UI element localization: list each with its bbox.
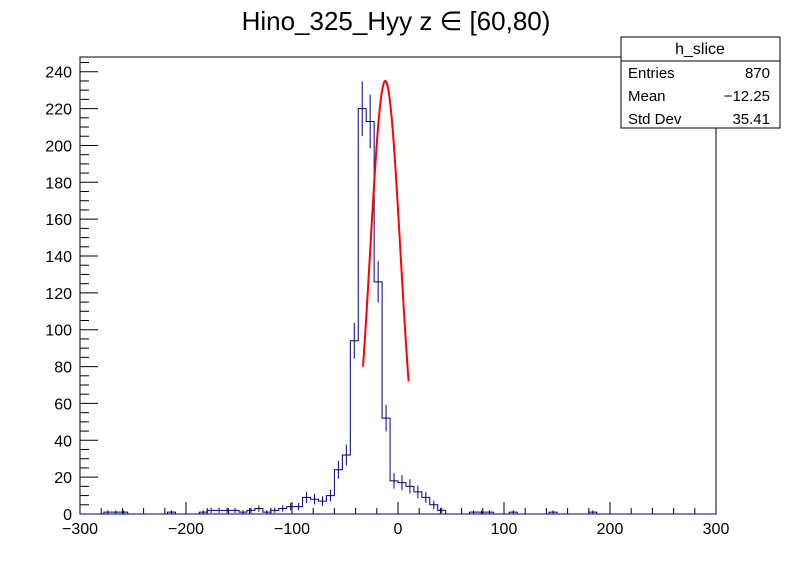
y-tick-label: 220 xyxy=(45,102,72,119)
y-tick-label: 140 xyxy=(45,249,72,266)
stats-mean-value: −12.25 xyxy=(724,88,770,105)
y-tick-label: 200 xyxy=(45,138,72,155)
y-tick-label: 100 xyxy=(45,323,72,340)
stats-box: h_slice Entries 870 Mean −12.25 Std Dev … xyxy=(620,36,781,129)
y-tick-label: 0 xyxy=(63,507,72,524)
y-tick-label: 160 xyxy=(45,212,72,229)
y-tick-label: 40 xyxy=(54,433,72,450)
gaussian-fit-series xyxy=(362,79,410,382)
x-tick-label: 100 xyxy=(491,521,518,538)
chart-title: Hino_325_Hyy z ∈ [60,80) xyxy=(242,6,551,36)
x-tick-label: −200 xyxy=(168,521,204,538)
y-tick-label: 20 xyxy=(54,470,72,487)
x-tick-label: −300 xyxy=(62,521,98,538)
stats-stddev-value: 35.41 xyxy=(732,111,770,128)
error-bars xyxy=(107,81,594,514)
x-tick-label: 300 xyxy=(703,521,730,538)
stats-box-frame xyxy=(620,36,781,129)
y-tick-label: 120 xyxy=(45,286,72,303)
y-tick-label: 60 xyxy=(54,396,72,413)
axis-tick-labels: −300 −200 −100 0 100 200 300 0 20 40 60 80 100 120 140… xyxy=(45,65,729,538)
histogram-series xyxy=(80,108,716,515)
stats-mean-label: Mean xyxy=(628,88,666,105)
stats-entries-label: Entries xyxy=(628,65,675,82)
axis-ticks xyxy=(79,62,717,515)
gaussian-fit-curve xyxy=(362,79,410,382)
stats-title: h_slice xyxy=(675,41,725,58)
y-tick-label: 180 xyxy=(45,175,72,192)
x-tick-label: 0 xyxy=(394,521,403,538)
y-tick-label: 80 xyxy=(54,360,72,377)
stats-entries-value: 870 xyxy=(745,65,770,82)
x-tick-label: −100 xyxy=(274,521,310,538)
stats-stddev-label: Std Dev xyxy=(628,111,682,128)
y-tick-label: 240 xyxy=(45,65,72,82)
x-tick-label: 200 xyxy=(597,521,624,538)
